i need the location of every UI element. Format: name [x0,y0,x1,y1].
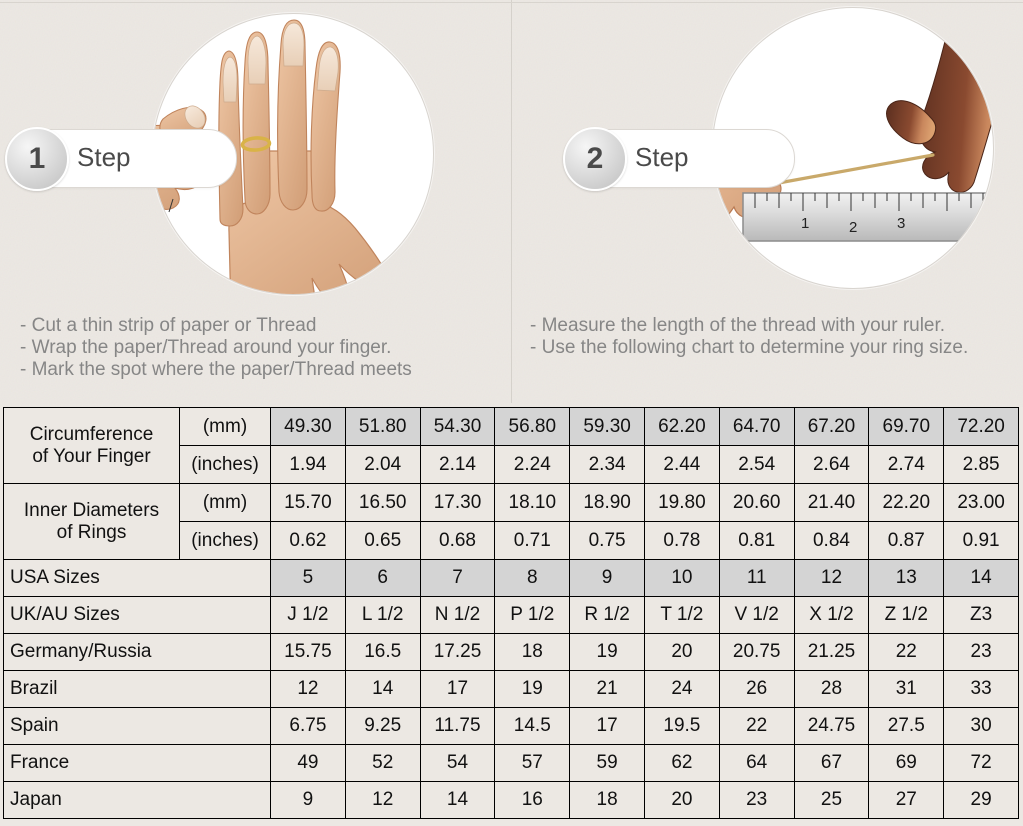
svg-text:1: 1 [801,215,809,232]
svg-text:3: 3 [897,215,905,232]
svg-text:2: 2 [849,219,857,236]
